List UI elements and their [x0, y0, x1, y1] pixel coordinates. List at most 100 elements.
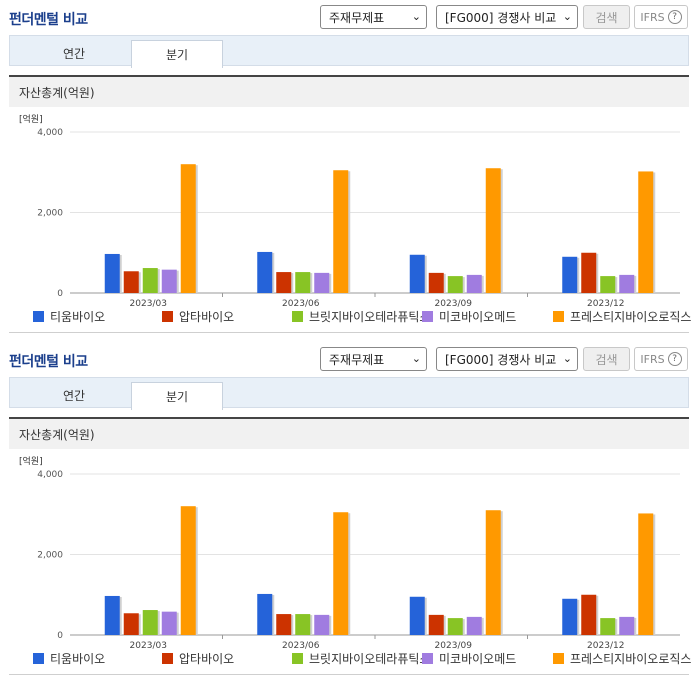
bar[interactable]	[123, 271, 139, 293]
search-button[interactable]: 검색	[583, 347, 630, 371]
search-button[interactable]: 검색	[583, 5, 630, 29]
chevron-down-icon: ⌄	[411, 10, 421, 23]
panel-title: 펀더멘털 비교	[9, 354, 88, 370]
legend-item[interactable]: 압타바이오	[162, 650, 234, 667]
bar[interactable]	[581, 252, 597, 293]
bar[interactable]	[562, 256, 578, 293]
bar[interactable]	[619, 274, 635, 293]
legend-swatch	[292, 653, 303, 664]
legend-label: 미코바이오메드	[439, 652, 517, 666]
bar[interactable]	[428, 614, 444, 635]
legend-label: 미코바이오메드	[439, 310, 517, 324]
help-icon[interactable]: ?	[667, 10, 682, 24]
bar[interactable]	[161, 611, 177, 635]
bar[interactable]	[409, 254, 425, 293]
chevron-down-icon: ⌄	[562, 10, 572, 23]
bar[interactable]	[161, 269, 177, 293]
chevron-down-icon: ⌄	[411, 352, 421, 365]
x-tick-label: 2023/06	[282, 299, 320, 308]
bar[interactable]	[428, 272, 444, 293]
bar[interactable]	[485, 168, 501, 293]
bar[interactable]	[447, 276, 463, 293]
bar[interactable]	[314, 272, 330, 293]
statement-select[interactable]: 주재무제표 ⌄	[320, 347, 427, 371]
legend-item[interactable]: 티움바이오	[33, 308, 105, 325]
tab-annual[interactable]: 연간	[62, 47, 86, 61]
bar[interactable]	[276, 614, 292, 635]
y-tick-label: 4,000	[37, 128, 63, 138]
ifrs-button[interactable]: IFRS ?	[634, 5, 688, 29]
y-axis-unit-label: [억원]	[19, 113, 43, 125]
legend-label: 프레스티지바이오로직스	[570, 652, 692, 666]
bar[interactable]	[123, 613, 139, 635]
legend-swatch	[422, 653, 433, 664]
statement-select[interactable]: 주재무제표 ⌄	[320, 5, 427, 29]
y-tick-label: 2,000	[37, 551, 63, 561]
bar[interactable]	[581, 594, 597, 635]
bar[interactable]	[104, 253, 120, 293]
legend-swatch	[162, 653, 173, 664]
chart-legend: 티움바이오 압타바이오 브릿지바이오테라퓨틱스 미코바이오메드 프레스티지바이오로직스	[0, 308, 696, 328]
bar[interactable]	[295, 272, 311, 293]
bar[interactable]	[466, 616, 482, 635]
x-tick-label: 2023/12	[587, 641, 624, 650]
bar[interactable]	[180, 164, 196, 293]
divider	[9, 332, 689, 333]
asset-chart: [억원] 4,000 2,000 0 2023/03 2023/06 2023/09 2023…	[19, 113, 680, 308]
bar[interactable]	[600, 618, 616, 635]
legend-swatch	[553, 653, 564, 664]
bar[interactable]	[466, 274, 482, 293]
fundamental-compare-panel: 펀더멘털 비교 주재무제표 ⌄ [FG000] 경쟁사 비교 ⌄ 검색 IFRS…	[0, 5, 696, 333]
legend-item[interactable]: 브릿지바이오테라퓨틱스	[292, 308, 430, 325]
legend-item[interactable]: 프레스티지바이오로직스	[553, 650, 691, 667]
legend-item[interactable]: 압타바이오	[162, 308, 234, 325]
x-tick-label: 2023/03	[130, 299, 167, 308]
ifrs-label: IFRS	[640, 10, 665, 24]
period-tabbar: 연간 분기	[9, 35, 689, 68]
bar[interactable]	[314, 614, 330, 635]
bar[interactable]	[485, 510, 501, 635]
bar[interactable]	[600, 276, 616, 293]
x-tick-label: 2023/12	[587, 299, 624, 308]
bar[interactable]	[180, 506, 196, 635]
legend-item[interactable]: 미코바이오메드	[422, 650, 516, 667]
bar[interactable]	[333, 170, 349, 293]
compare-select-value: [FG000] 경쟁사 비교	[445, 352, 557, 367]
bar[interactable]	[409, 596, 425, 635]
bar[interactable]	[638, 171, 654, 293]
bar[interactable]	[257, 251, 273, 293]
statement-select-value: 주재무제표	[329, 352, 385, 367]
y-axis-unit-label: [억원]	[19, 455, 43, 467]
tab-annual[interactable]: 연간	[62, 389, 86, 403]
legend-item[interactable]: 미코바이오메드	[422, 308, 516, 325]
bar[interactable]	[257, 593, 273, 635]
legend-item[interactable]: 티움바이오	[33, 650, 105, 667]
ifrs-button[interactable]: IFRS ?	[634, 347, 688, 371]
help-icon[interactable]: ?	[667, 352, 682, 366]
legend-item[interactable]: 브릿지바이오테라퓨틱스	[292, 650, 430, 667]
tab-quarterly[interactable]: 분기	[131, 40, 223, 68]
bar[interactable]	[619, 616, 635, 635]
tab-quarterly[interactable]: 분기	[131, 382, 223, 410]
bar[interactable]	[276, 272, 292, 293]
section-header: 자산총계(억원)	[9, 75, 689, 107]
asset-chart: [억원] 4,000 2,000 0 2023/03 2023/06 2023/09 2023…	[19, 455, 680, 650]
bar[interactable]	[447, 618, 463, 635]
compare-select[interactable]: [FG000] 경쟁사 비교 ⌄	[436, 347, 578, 371]
bar[interactable]	[638, 513, 654, 635]
section-header: 자산총계(억원)	[9, 417, 689, 449]
compare-select[interactable]: [FG000] 경쟁사 비교 ⌄	[436, 5, 578, 29]
chart-legend: 티움바이오 압타바이오 브릿지바이오테라퓨틱스 미코바이오메드 프레스티지바이오로직스	[0, 650, 696, 670]
bar[interactable]	[142, 610, 158, 635]
bar[interactable]	[562, 598, 578, 635]
statement-select-value: 주재무제표	[329, 10, 385, 25]
x-tick-label: 2023/09	[435, 299, 473, 308]
y-tick-label: 4,000	[37, 470, 63, 480]
bar[interactable]	[142, 268, 158, 293]
y-tick-label: 0	[57, 289, 63, 299]
bar[interactable]	[295, 614, 311, 635]
bar[interactable]	[104, 595, 120, 635]
bar[interactable]	[333, 512, 349, 635]
legend-item[interactable]: 프레스티지바이오로직스	[553, 308, 691, 325]
legend-label: 압타바이오	[179, 310, 235, 324]
